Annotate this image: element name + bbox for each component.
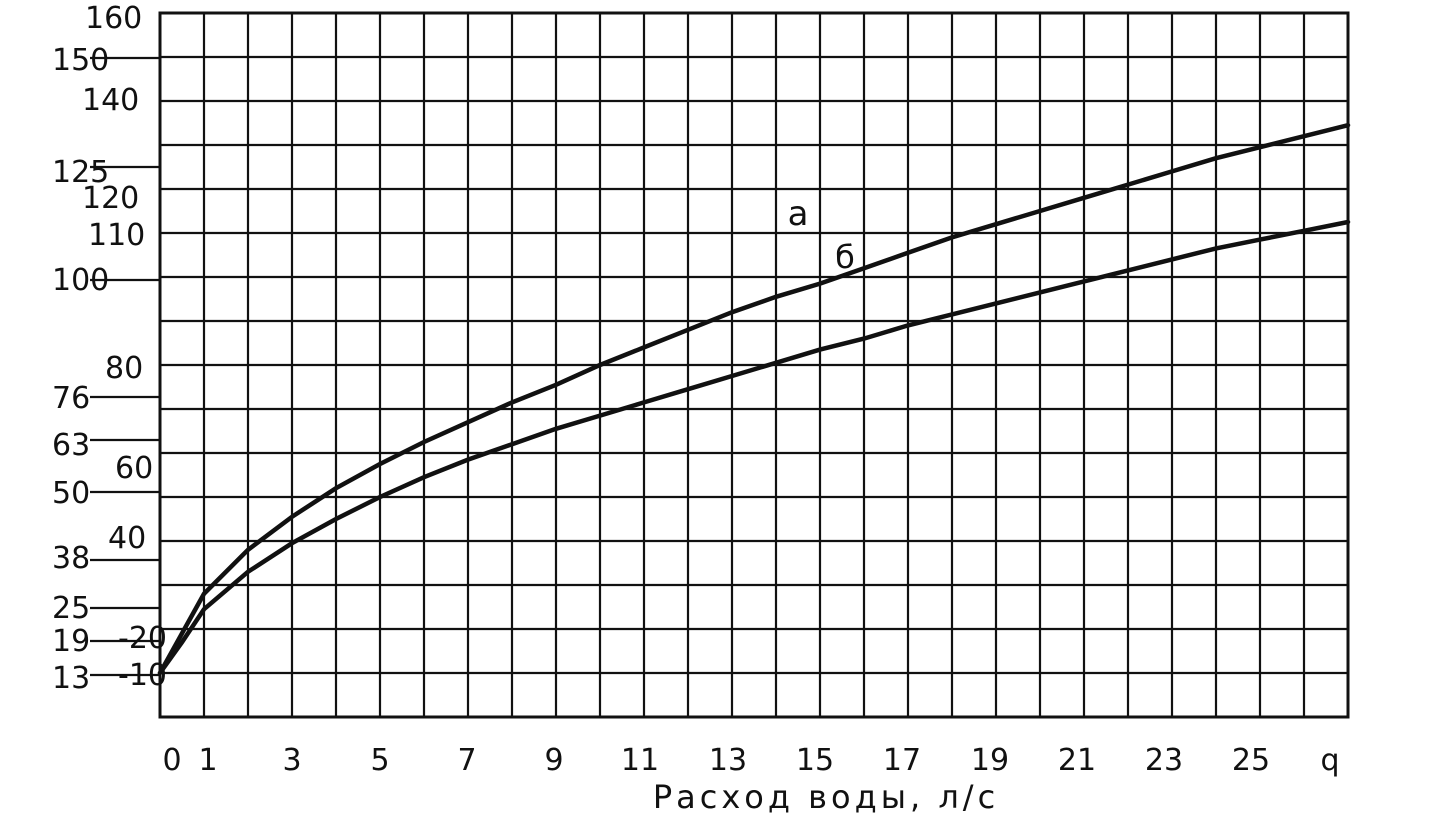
plot-frame	[158, 11, 1350, 719]
outer-y-tick-label: 19	[52, 624, 90, 659]
inner-y-tick-label: 60	[115, 451, 153, 486]
x-tick-label: 0	[162, 743, 181, 778]
x-tick-label: 23	[1145, 743, 1183, 778]
inner-y-tick-label: 140	[82, 83, 139, 118]
outer-y-tick-label: 38	[52, 541, 90, 576]
outer-y-tick-label: 25	[52, 591, 90, 626]
x-axis-end-label: q	[1320, 743, 1339, 778]
series-line-a	[157, 122, 1351, 676]
inner-y-tick-label: -10	[118, 658, 167, 693]
grid	[90, 13, 1348, 717]
outer-y-tick-label: 76	[52, 381, 90, 416]
x-tick-label: 5	[370, 743, 389, 778]
outer-y-tick-label: 13	[52, 661, 90, 696]
x-tick-label: 19	[971, 743, 1009, 778]
inner-y-tick-label: 110	[88, 218, 145, 253]
series-lines	[157, 122, 1351, 676]
x-tick-label: 25	[1232, 743, 1270, 778]
series-line-b	[157, 219, 1351, 676]
outer-y-tick-label: 50	[52, 476, 90, 511]
x-tick-label: 13	[709, 743, 747, 778]
x-tick-label: 11	[621, 743, 659, 778]
x-tick-label: 3	[282, 743, 301, 778]
outer-y-tick-label: 125	[52, 155, 109, 190]
inner-y-tick-label: -20	[118, 621, 167, 656]
x-tick-label: 17	[883, 743, 921, 778]
x-tick-label: 7	[457, 743, 476, 778]
series-label-a: а	[788, 194, 809, 234]
outer-y-tick-label: 63	[52, 428, 90, 463]
inner-y-tick-label: 160	[85, 1, 142, 36]
outer-y-tick-label: 150	[52, 43, 109, 78]
inner-y-tick-label: 40	[108, 521, 146, 556]
outer-y-tick-label: 100	[52, 263, 109, 298]
inner-y-tick-label: 80	[105, 351, 143, 386]
x-tick-label: 9	[544, 743, 563, 778]
x-tick-label: 21	[1058, 743, 1096, 778]
x-tick-label: 1	[198, 743, 217, 778]
series-label-b: б	[835, 238, 855, 276]
x-axis-title: Расход воды, л/с	[653, 778, 999, 815]
inner-y-tick-label: 120	[82, 181, 139, 216]
x-tick-label: 15	[796, 743, 834, 778]
